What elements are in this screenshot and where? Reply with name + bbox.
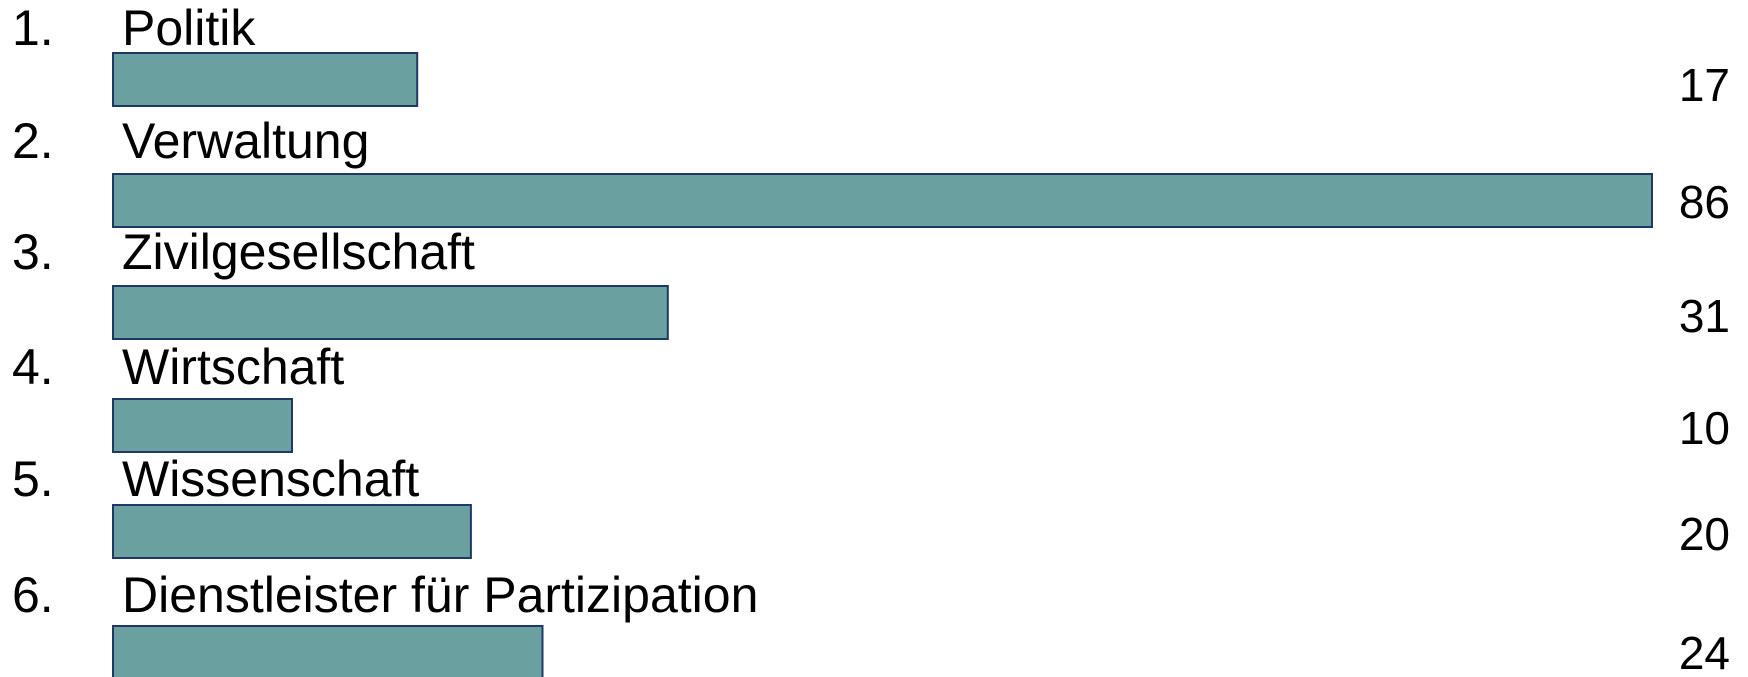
value-label: 86 <box>1679 176 1730 228</box>
bar <box>112 625 544 677</box>
bar <box>112 173 1653 228</box>
rank-number: 3. <box>12 224 54 280</box>
rank-number: 4. <box>12 339 54 395</box>
rank-number: 2. <box>12 113 54 169</box>
category-label: Wirtschaft <box>122 339 344 395</box>
value-label: 20 <box>1679 508 1730 560</box>
bar <box>112 504 472 559</box>
category-label: Politik <box>122 0 256 56</box>
bar <box>112 285 669 340</box>
rank-number: 5. <box>12 451 54 507</box>
category-label: Verwaltung <box>122 113 369 169</box>
category-label: Dienstleister für Partizipation <box>122 567 758 623</box>
bar <box>112 52 419 107</box>
category-label: Wissenschaft <box>122 451 419 507</box>
rank-number: 6. <box>12 567 54 623</box>
rank-number: 1. <box>12 0 54 56</box>
value-label: 10 <box>1679 402 1730 454</box>
value-label: 31 <box>1679 290 1730 342</box>
category-label: Zivilgesellschaft <box>122 224 475 280</box>
value-label: 17 <box>1679 59 1730 111</box>
value-label: 24 <box>1679 627 1730 677</box>
bar <box>112 398 293 453</box>
